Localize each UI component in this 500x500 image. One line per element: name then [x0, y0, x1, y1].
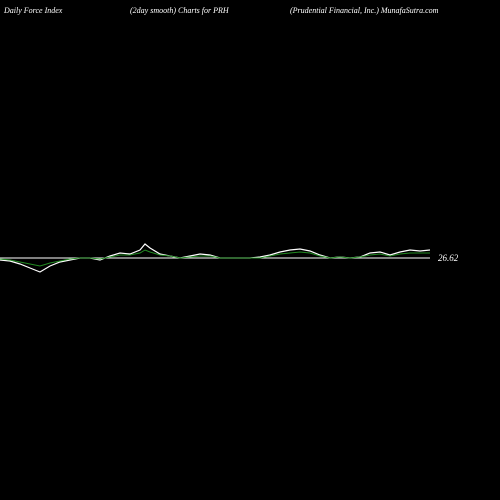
force-index-chart [0, 0, 500, 500]
chart-container: Daily Force Index (2day smooth) Charts f… [0, 0, 500, 500]
axis-price-label: 26.62 [438, 253, 458, 263]
